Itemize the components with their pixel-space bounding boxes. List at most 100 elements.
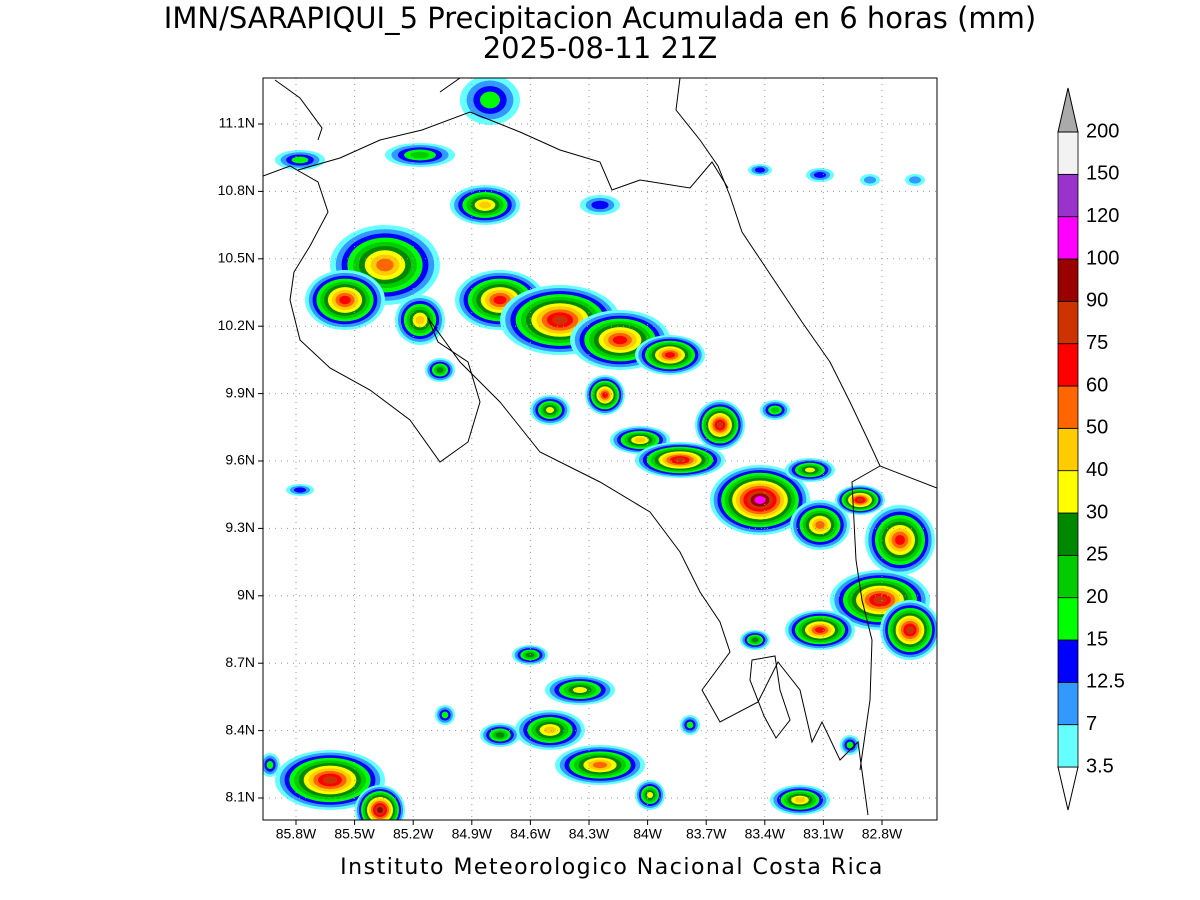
colorbar-segment — [1057, 681, 1079, 726]
colorbar-label: 25 — [1086, 544, 1108, 566]
colorbar-label: 15 — [1086, 628, 1108, 650]
rain-cell — [785, 458, 835, 482]
rain-contour — [794, 797, 806, 803]
lon-tick-label: 83.4W — [745, 826, 786, 842]
rain-cell — [355, 785, 405, 820]
rain-contour — [410, 151, 430, 159]
rain-contour — [495, 732, 505, 738]
rain-contour — [339, 295, 351, 305]
rain-cell — [286, 484, 314, 496]
rain-contour — [634, 437, 646, 443]
rain-contour — [543, 726, 557, 734]
lat-tick-label: 8.7N — [225, 654, 255, 670]
peninsula — [749, 655, 791, 739]
rain-contour — [591, 200, 609, 210]
rain-cell — [425, 358, 455, 382]
rain-cell — [680, 715, 700, 735]
colorbar-label: 150 — [1086, 163, 1119, 185]
nicaragua-lake — [274, 78, 461, 141]
lat-tick-label: 9.6N — [225, 452, 255, 468]
lon-tick-label: 82.8W — [862, 826, 903, 842]
rain-contour — [770, 407, 780, 413]
colorbar-segment — [1057, 427, 1079, 472]
colorbar-segment — [1057, 470, 1079, 514]
lon-tick-label: 85.5W — [334, 826, 375, 842]
subtitle: 2025-08-11 21Z — [483, 31, 718, 65]
rain-contour — [291, 156, 309, 164]
rain-cell — [530, 395, 570, 425]
rain-contour — [674, 457, 686, 463]
colorbar-label: 12.5 — [1086, 671, 1125, 693]
rain-contour — [592, 761, 608, 769]
rain-cell — [275, 150, 325, 170]
colorbar-label: 60 — [1086, 374, 1108, 396]
rain-cell — [275, 750, 385, 810]
pacific-coast — [263, 165, 869, 816]
rain-cell — [385, 143, 455, 167]
colorbar-segment — [1057, 258, 1079, 302]
rain-contour — [895, 535, 905, 545]
rain-contour — [686, 721, 694, 729]
rain-cell — [580, 195, 620, 215]
colorbar-over — [1057, 87, 1079, 133]
lon-tick-label: 84.6W — [510, 826, 551, 842]
colorbar-segment — [1057, 343, 1079, 387]
rain-contour — [805, 467, 815, 473]
lat-tick-label: 10.8N — [218, 182, 255, 198]
rain-cell — [500, 285, 620, 355]
colorbar-segment — [1057, 173, 1079, 218]
rain-contour — [909, 176, 921, 184]
colorbar-segment — [1057, 597, 1079, 641]
rain-cell — [435, 705, 455, 725]
rain-cell — [635, 442, 725, 478]
rain-cell — [740, 630, 770, 650]
rain-contour — [846, 741, 854, 749]
rain-contour — [665, 352, 675, 358]
lat-tick-label: 9.3N — [225, 519, 255, 535]
rain-contour — [814, 172, 826, 178]
rain-cell — [785, 610, 855, 650]
rain-contour — [754, 167, 766, 173]
rain-contour — [376, 258, 394, 272]
rain-contour — [612, 335, 628, 345]
rain-cell — [460, 78, 520, 125]
colorbar-label: 75 — [1086, 332, 1108, 354]
lat-tick-label: 11.1N — [219, 115, 255, 131]
rain-contour — [480, 91, 500, 109]
rain-contour — [873, 596, 887, 604]
title: IMN/SARAPIQUI_5 Precipitacion Acumulada … — [164, 1, 1036, 35]
rain-cell — [585, 375, 625, 415]
rain-contour — [322, 776, 338, 784]
colorbar-label: 120 — [1086, 205, 1119, 227]
rain-cell — [748, 164, 772, 176]
colorbar-segment — [1057, 512, 1079, 556]
colorbar-label: 40 — [1086, 459, 1108, 481]
rain-cell — [545, 675, 615, 705]
rain-cell — [635, 335, 705, 375]
rain-cell — [860, 174, 880, 186]
rain-cell — [790, 500, 850, 550]
rain-contour — [864, 176, 876, 184]
rain-cell — [760, 400, 790, 420]
caribbean-coast — [675, 78, 937, 489]
lon-tick-label: 85.2W — [393, 826, 434, 842]
rain-contour — [478, 201, 492, 209]
rain-cell — [450, 185, 520, 225]
rain-contour — [906, 626, 914, 634]
rain-cell — [905, 174, 925, 186]
rain-cell — [865, 505, 935, 575]
coastlines — [263, 78, 937, 816]
colorbar-label: 20 — [1086, 586, 1108, 608]
rain-cell — [840, 735, 860, 755]
rain-cell — [835, 485, 885, 515]
lon-tick-label: 83.7W — [686, 826, 727, 842]
lat-tick-label: 9.9N — [225, 384, 255, 400]
lat-tick-label: 8.1N — [225, 789, 255, 805]
colorbar-under — [1057, 766, 1079, 811]
colorbar-label: 7 — [1086, 713, 1097, 735]
rain-cell — [880, 600, 937, 660]
rain-cell — [480, 723, 520, 747]
rain-contour — [294, 487, 306, 493]
